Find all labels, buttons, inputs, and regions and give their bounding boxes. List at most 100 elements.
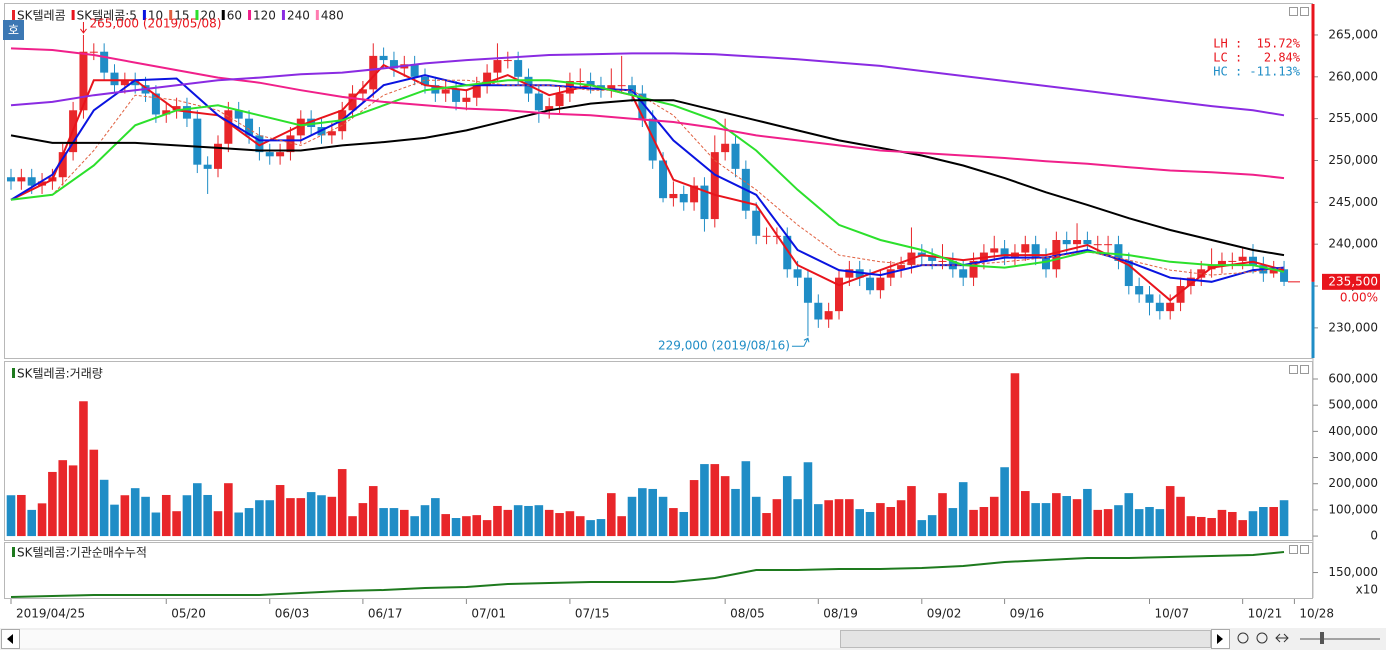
zoom-knob[interactable] [1320,632,1324,644]
volume-bar [1269,507,1278,537]
candle-body [38,181,47,186]
pane-buttons[interactable] [1289,7,1309,554]
volume-bar [27,509,36,537]
close-button[interactable] [1300,545,1309,554]
volume-bar [358,503,368,537]
candle-body [679,193,688,203]
volume-bar [627,496,637,537]
x-tick-label: 07/15 [575,607,610,621]
candle-body [27,177,36,186]
close-button[interactable] [1300,7,1309,16]
y-tick-label: 500,000 [1328,398,1378,412]
volume-bar [555,513,564,537]
volume-bar [648,488,657,537]
volume-bar [1217,509,1227,537]
legend-swatch [248,10,252,20]
volume-bar [1196,516,1206,537]
maximize-button[interactable] [1289,365,1298,374]
candle-body [1186,277,1195,287]
range-stat: LH : 15.72% [1213,37,1300,51]
volume-bar [803,462,813,537]
volume-bar [379,508,388,537]
candle-body [1031,244,1040,257]
candle-body [1124,260,1133,287]
candle-body [1176,286,1185,303]
fit-icon[interactable] [1275,633,1289,643]
legend-label: 240 [287,9,310,23]
volume-bar [886,507,896,537]
candle-body [1114,244,1123,261]
maximize-button[interactable] [1289,545,1298,554]
volume-bar [638,488,647,537]
volume-bar [1228,511,1237,537]
volume-bar [565,511,575,537]
candle-body [1073,240,1082,245]
volume-bar [896,500,906,537]
candle-body [389,60,398,69]
candle-body [721,143,730,153]
volume-bar [99,479,109,537]
volume-bar [234,512,243,537]
candle-body [669,193,678,199]
cumulative-line [10,551,1285,598]
volume-bar [1165,486,1175,537]
volume-bar [1155,509,1165,537]
zoom-out[interactable] [1237,632,1249,644]
volume-bar [482,520,492,537]
close-button[interactable] [1300,365,1309,374]
volume-bar [37,503,47,537]
candle-body [1238,256,1247,261]
volume-bar [472,515,482,537]
candle-body [1104,244,1113,246]
volume-bar [1000,467,1009,537]
volume-bar [1259,507,1268,537]
volume-bar [679,511,689,537]
x-tick-label: 09/16 [1010,607,1045,621]
candle-body [203,164,212,169]
volume-bar [907,486,916,537]
y-tick-label: 100,000 [1328,502,1378,516]
volume-bar [534,505,544,537]
maximize-button[interactable] [1289,7,1298,16]
price-label: 235,500 [1328,274,1378,288]
volume-bar [1093,509,1103,537]
candle-body [79,51,88,111]
legend-swatch [315,10,319,20]
scrollbar[interactable] [0,628,1386,650]
candle-body [990,248,999,253]
annotation-arrow [791,337,810,347]
y-tick-label: 400,000 [1328,424,1378,438]
volume-bar [689,480,699,537]
candle-body [503,60,512,62]
candle-body [7,177,15,182]
zoom-in[interactable] [1256,632,1268,644]
volume-bar [368,486,378,537]
x-tick-label: 06/17 [368,607,403,621]
volume-bar [544,509,554,537]
arrow-icon [1217,634,1223,644]
volume-bar [265,500,275,537]
y-tick-label: 255,000 [1328,111,1378,125]
x-tick-label: 07/01 [471,607,506,621]
candle-body [731,143,740,169]
volume-bar [720,476,730,537]
candle-body [327,131,336,136]
volume-bar [969,509,978,537]
volume-bar [462,516,471,537]
volume-bar [348,516,357,537]
volume-bar [161,494,171,537]
x-tick-label: 06/03 [275,607,310,621]
scroll-thumb[interactable] [840,630,1211,648]
volume-bar [782,476,792,537]
candle-body [89,51,98,53]
volume-bar [493,505,502,537]
volume-bar [845,499,854,537]
volume-bar [441,514,450,537]
volume-bar [513,505,523,537]
volume-bar [1010,373,1020,537]
volume-bar [151,512,161,537]
candle-body [1093,244,1102,246]
volume-bar [89,449,99,537]
volume-bar [1031,503,1040,537]
